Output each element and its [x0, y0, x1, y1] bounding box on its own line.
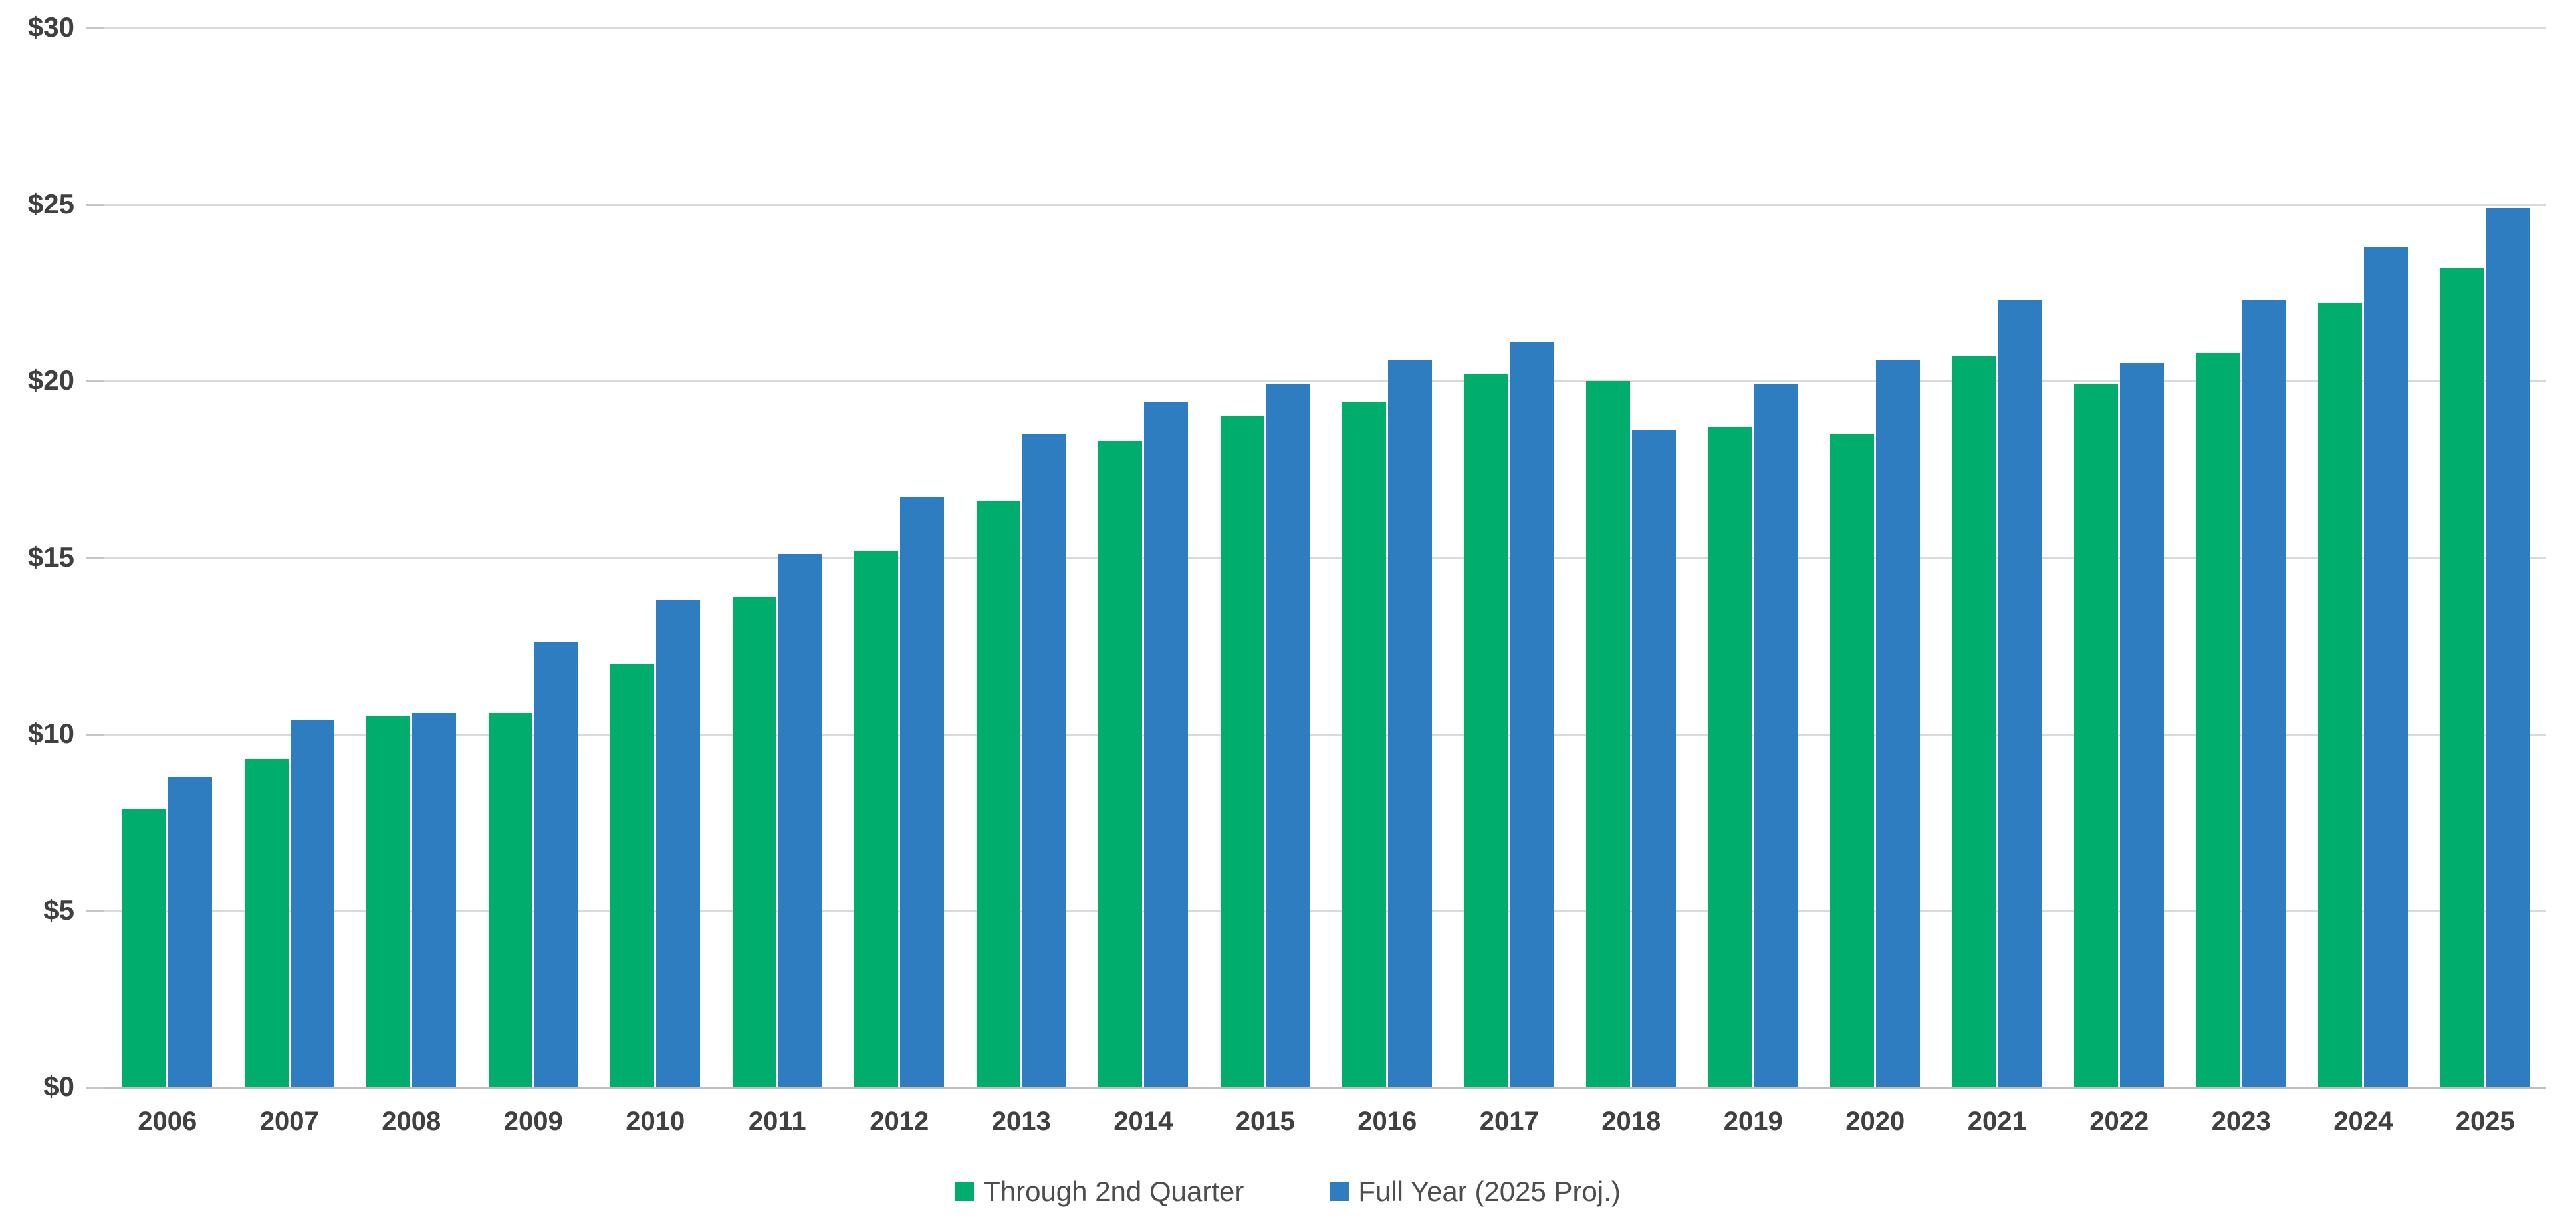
legend-label: Through 2nd Quarter [983, 1176, 1244, 1207]
bar-2016-full-year [1388, 360, 1433, 1087]
gridline [103, 204, 2546, 206]
bar-2009-full-year [534, 642, 578, 1087]
bar-2006-through-2nd-quarter [122, 808, 167, 1087]
y-axis-tick [86, 1087, 104, 1089]
x-axis-category-label: 2025 [2455, 1107, 2515, 1136]
bar-2014-through-2nd-quarter [1098, 441, 1143, 1087]
bar-2010-full-year [656, 600, 701, 1087]
legend-swatch-full-year [1330, 1182, 1349, 1201]
x-axis-line [103, 1087, 2546, 1089]
bar-2014-full-year [1144, 402, 1189, 1087]
x-axis-category-label: 2010 [626, 1107, 685, 1136]
legend: Through 2nd Quarter Full Year (2025 Proj.… [0, 1176, 2576, 1208]
bar-2025-full-year [2486, 207, 2530, 1087]
bar-2007-full-year [290, 720, 334, 1087]
x-axis-category-label: 2022 [2089, 1107, 2149, 1136]
x-axis-category-label: 2011 [748, 1107, 806, 1136]
x-axis-category-label: 2021 [1967, 1107, 2027, 1136]
x-axis-category-label: 2017 [1479, 1107, 1539, 1136]
bar-2020-through-2nd-quarter [1830, 434, 1875, 1087]
bar-2008-through-2nd-quarter [366, 716, 411, 1087]
bar-2018-through-2nd-quarter [1586, 381, 1631, 1087]
x-axis-category-label: 2019 [1723, 1107, 1783, 1136]
x-axis-category-label: 2016 [1357, 1107, 1417, 1136]
bar-2016-through-2nd-quarter [1342, 402, 1387, 1087]
y-axis-tick [86, 557, 104, 559]
x-axis-category-label: 2013 [991, 1107, 1051, 1136]
x-axis-category-label: 2007 [259, 1107, 319, 1136]
bar-2013-full-year [1022, 434, 1066, 1087]
bar-2023-through-2nd-quarter [2196, 352, 2240, 1087]
gridline [103, 557, 2546, 559]
x-axis-category-label: 2024 [2333, 1107, 2393, 1136]
bar-2024-full-year [2364, 247, 2408, 1087]
bar-2015-through-2nd-quarter [1220, 416, 1264, 1087]
bar-2018-full-year [1632, 430, 1677, 1087]
x-axis-category-label: 2012 [870, 1107, 929, 1136]
bar-2012-through-2nd-quarter [854, 550, 899, 1087]
legend-swatch-through-2nd-quarter [955, 1182, 975, 1201]
x-axis-category-label: 2014 [1113, 1107, 1173, 1136]
bar-2006-full-year [168, 776, 213, 1087]
bar-2020-full-year [1876, 360, 1921, 1087]
bar-2010-through-2nd-quarter [610, 663, 655, 1087]
bar-2017-through-2nd-quarter [1464, 374, 1508, 1087]
x-axis-category-label: 2009 [503, 1107, 563, 1136]
x-axis-category-label: 2008 [382, 1107, 441, 1136]
bar-2023-full-year [2242, 299, 2286, 1087]
y-axis-tick-label: $15 [27, 541, 74, 573]
y-axis-tick [86, 204, 104, 206]
bar-2022-full-year [2120, 363, 2165, 1087]
x-axis-category-label: 2006 [138, 1107, 197, 1136]
y-axis-tick-label: $20 [27, 364, 74, 396]
legend-item: Through 2nd Quarter [955, 1176, 1244, 1208]
y-axis-tick [86, 380, 104, 382]
gridline [103, 734, 2546, 736]
bar-2009-through-2nd-quarter [488, 713, 532, 1087]
bar-2013-through-2nd-quarter [976, 501, 1020, 1087]
bar-2007-through-2nd-quarter [244, 759, 289, 1087]
x-axis-category-label: 2023 [2211, 1107, 2271, 1136]
legend-item: Full Year (2025 Proj.) [1330, 1176, 1621, 1208]
y-axis-tick [86, 734, 104, 736]
gridline [103, 380, 2546, 382]
y-axis-tick-label: $0 [43, 1071, 74, 1103]
legend-label: Full Year (2025 Proj.) [1358, 1176, 1621, 1207]
y-axis-tick [86, 910, 104, 912]
bar-2025-through-2nd-quarter [2440, 268, 2484, 1087]
y-axis-tick-label: $25 [27, 188, 74, 219]
bar-2011-through-2nd-quarter [732, 596, 776, 1087]
x-axis-category-label: 2020 [1845, 1107, 1905, 1136]
bar-2021-full-year [1998, 299, 2042, 1087]
bar-2008-full-year [412, 713, 457, 1087]
bar-2021-through-2nd-quarter [1952, 356, 1996, 1087]
bar-2012-full-year [900, 497, 945, 1087]
bar-2019-through-2nd-quarter [1708, 427, 1752, 1087]
y-axis-tick-label: $5 [43, 894, 74, 926]
y-axis-tick-label: $30 [27, 11, 74, 43]
x-axis-category-label: 2018 [1601, 1107, 1661, 1136]
bar-2011-full-year [778, 554, 822, 1087]
bar-2015-full-year [1266, 384, 1310, 1087]
x-axis-category-label: 2015 [1235, 1107, 1295, 1136]
bar-2017-full-year [1510, 342, 1554, 1087]
bar-2024-through-2nd-quarter [2318, 303, 2363, 1087]
bar-2022-through-2nd-quarter [2074, 384, 2119, 1087]
gridline [103, 27, 2546, 29]
bar-2019-full-year [1754, 384, 1798, 1087]
y-axis-tick [86, 27, 104, 29]
gridline [103, 910, 2546, 912]
y-axis-tick-label: $10 [27, 718, 74, 750]
